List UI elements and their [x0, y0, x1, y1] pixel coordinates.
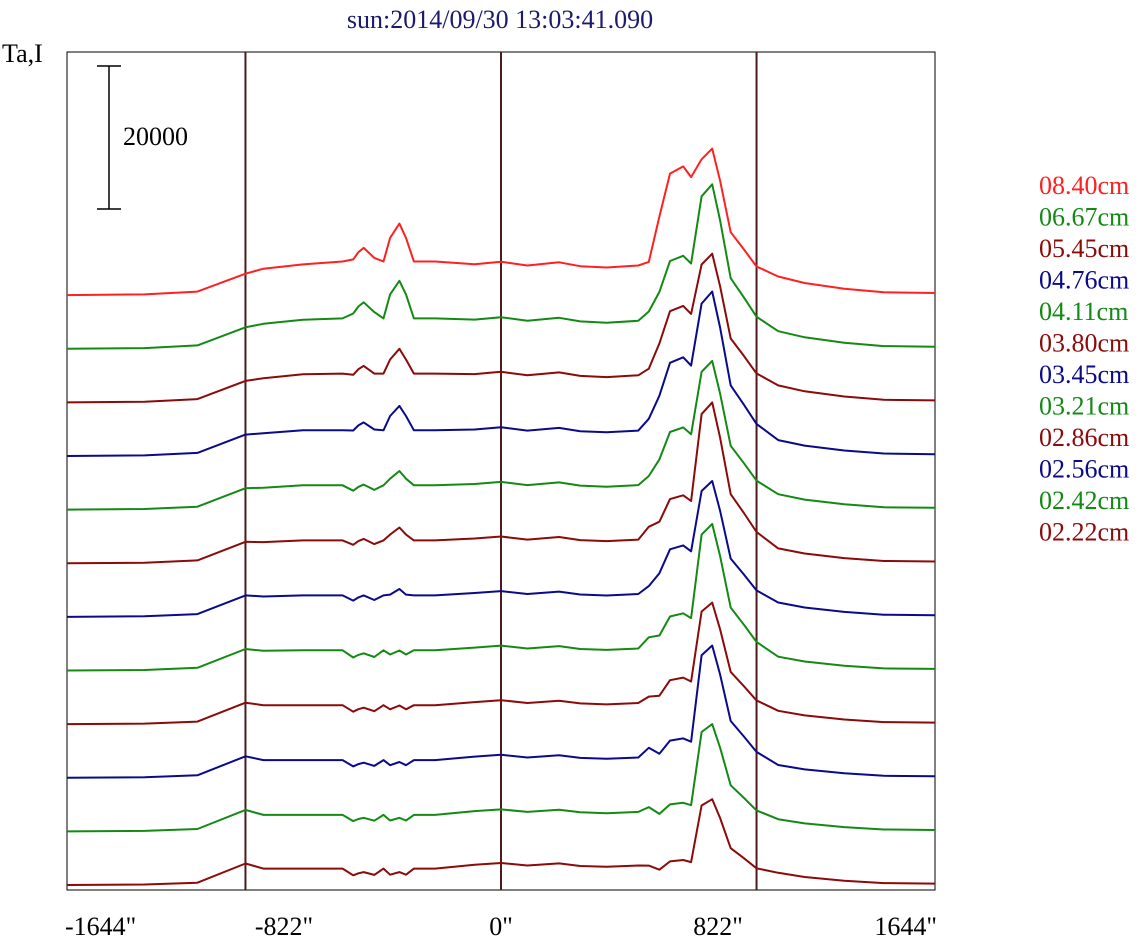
series-line-02.42cm	[66, 723, 936, 833]
legend-entry: 05.45cm	[1039, 234, 1129, 263]
legend-entry: 02.86cm	[1039, 423, 1129, 452]
series-layer	[66, 147, 936, 886]
marker-layer	[244, 52, 758, 890]
x-ticks: -1644" -822" 0" 822" 1644"	[65, 912, 937, 941]
series-line-08.40cm	[66, 147, 936, 297]
legend-entry: 02.56cm	[1039, 455, 1129, 484]
y-axis-label: Ta,I	[2, 39, 43, 68]
scale-bar-label: 20000	[123, 122, 188, 151]
legend-entry: 02.42cm	[1039, 486, 1129, 515]
scale-bar: 20000	[97, 65, 188, 210]
legend-entry: 03.80cm	[1039, 329, 1129, 358]
legend-entry: 03.45cm	[1039, 360, 1129, 389]
x-tick-label: 822"	[693, 912, 743, 941]
series-line-03.21cm	[66, 522, 936, 672]
series-line-02.22cm	[66, 798, 936, 886]
series-line-06.67cm	[66, 183, 936, 350]
series-line-05.45cm	[66, 252, 936, 404]
legend-entry: 03.21cm	[1039, 392, 1129, 421]
legend-entry: 02.22cm	[1039, 518, 1129, 547]
series-line-03.80cm	[66, 401, 936, 565]
chart-title: sun:2014/09/30 13:03:41.090	[347, 5, 653, 34]
x-tick-label: 0"	[489, 912, 513, 941]
series-line-02.86cm	[66, 601, 936, 726]
legend-entry: 04.76cm	[1039, 266, 1129, 295]
legend-entry: 08.40cm	[1039, 171, 1129, 200]
legend-entry: 04.11cm	[1039, 297, 1128, 326]
series-line-04.76cm	[66, 290, 936, 457]
legend-entry: 06.67cm	[1039, 203, 1129, 232]
series-line-02.56cm	[66, 644, 936, 779]
series-line-04.11cm	[66, 359, 936, 511]
series-line-03.45cm	[66, 480, 936, 618]
x-tick-label: 1644"	[874, 912, 937, 941]
x-tick-label: -1644"	[65, 912, 136, 941]
x-tick-label: -822"	[255, 912, 313, 941]
